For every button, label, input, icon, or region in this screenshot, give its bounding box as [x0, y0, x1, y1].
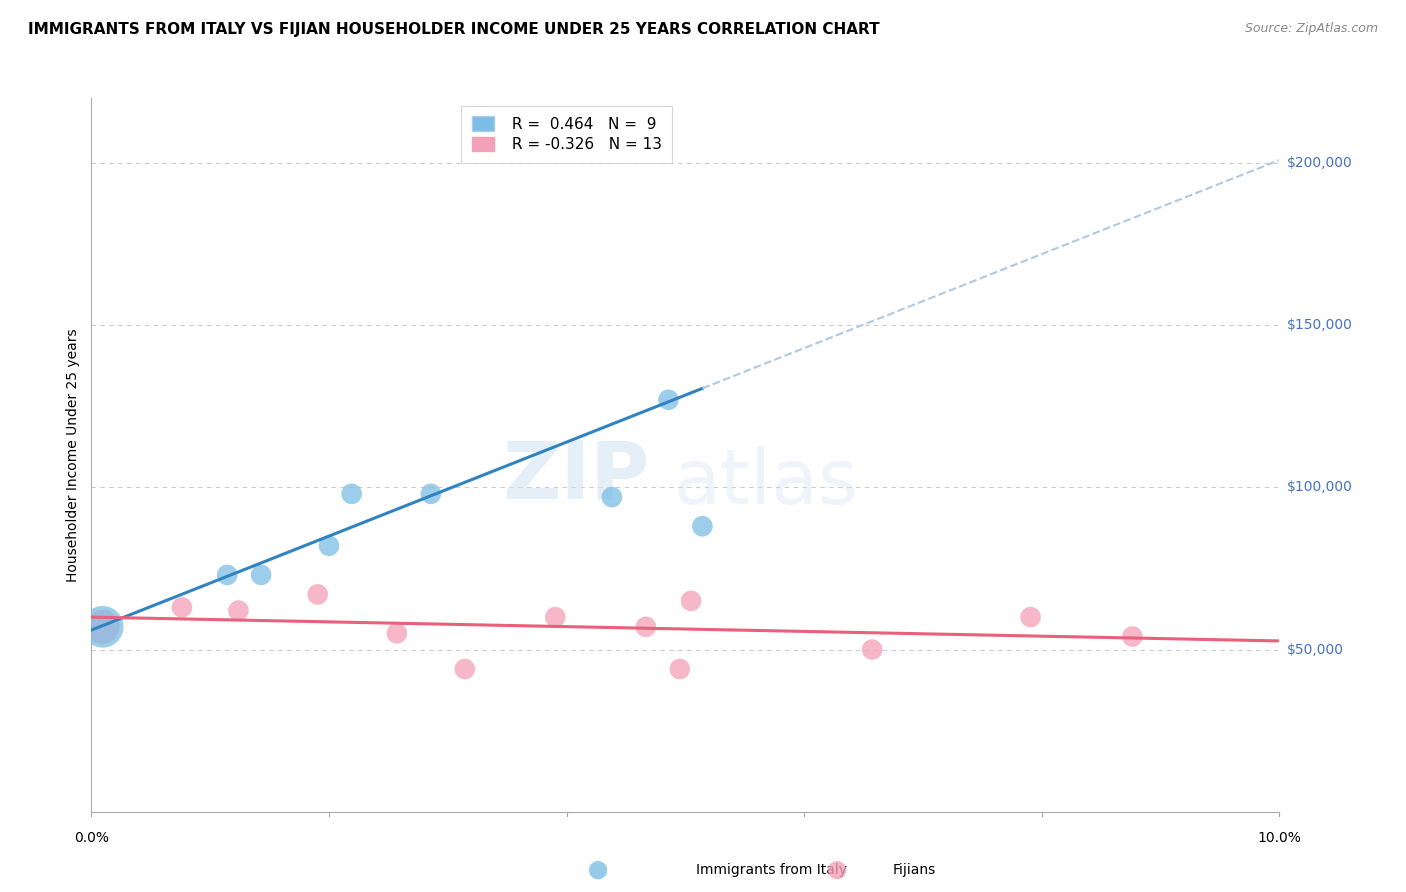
Point	[1121, 630, 1143, 644]
Point	[600, 490, 623, 504]
Point	[668, 662, 690, 676]
Point	[91, 620, 114, 634]
Text: $150,000: $150,000	[1286, 318, 1353, 332]
Point	[340, 487, 363, 501]
Point	[91, 620, 114, 634]
Y-axis label: Householder Income Under 25 years: Householder Income Under 25 years	[66, 328, 80, 582]
Text: Source: ZipAtlas.com: Source: ZipAtlas.com	[1244, 22, 1378, 36]
Text: $200,000: $200,000	[1286, 156, 1353, 170]
Text: ZIP: ZIP	[502, 437, 650, 516]
Point	[657, 392, 679, 407]
Point	[544, 610, 567, 624]
Point	[385, 626, 408, 640]
Point	[217, 568, 239, 582]
Text: $50,000: $50,000	[1286, 642, 1344, 657]
Point	[170, 600, 193, 615]
Point	[692, 519, 714, 533]
Point	[250, 568, 273, 582]
Text: $100,000: $100,000	[1286, 481, 1353, 494]
Text: 0.0%: 0.0%	[75, 831, 108, 846]
Text: Immigrants from Italy: Immigrants from Italy	[696, 863, 846, 877]
Text: ⬤: ⬤	[588, 861, 607, 879]
Text: IMMIGRANTS FROM ITALY VS FIJIAN HOUSEHOLDER INCOME UNDER 25 YEARS CORRELATION CH: IMMIGRANTS FROM ITALY VS FIJIAN HOUSEHOL…	[28, 22, 880, 37]
Point	[634, 620, 657, 634]
Point	[454, 662, 477, 676]
Legend:  R =  0.464   N =  9,  R = -0.326   N = 13: R = 0.464 N = 9, R = -0.326 N = 13	[461, 106, 672, 162]
Text: Fijians: Fijians	[893, 863, 936, 877]
Text: 10.0%: 10.0%	[1257, 831, 1302, 846]
Point	[419, 487, 441, 501]
Point	[1019, 610, 1042, 624]
Text: atlas: atlas	[673, 447, 859, 520]
Point	[318, 539, 340, 553]
Point	[228, 604, 250, 618]
Point	[307, 587, 329, 601]
Text: ⬤: ⬤	[827, 861, 846, 879]
Point	[681, 594, 703, 608]
Point	[860, 642, 883, 657]
